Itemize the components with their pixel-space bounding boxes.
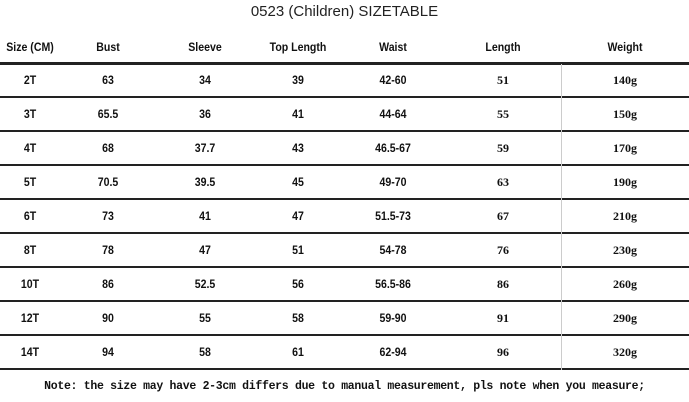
table-cell: 61 (292, 345, 304, 359)
table-cell: 47 (292, 209, 304, 223)
table-cell: 59-90 (379, 311, 407, 325)
table-cell: 54-78 (379, 243, 407, 257)
table-cell: 86 (102, 277, 114, 291)
table-cell: 36 (199, 107, 211, 121)
table-cell: 3T (23, 107, 37, 121)
table-cell: 55 (199, 311, 211, 325)
table-row: 10T 86 52.5 56 56.5-86 86 260g (0, 268, 689, 302)
table-cell: 63 (102, 73, 114, 87)
table-cell: 10T (20, 277, 40, 291)
table-cell: 41 (199, 209, 211, 223)
header-row: Size (CM) Bust Sleeve Top Length Waist Length… (0, 30, 689, 64)
table-row: 6T 73 41 47 51.5-73 67 210g (0, 200, 689, 234)
table-row: 12T 90 55 58 59-90 91 290g (0, 302, 689, 336)
table-cell: 39 (292, 73, 304, 87)
table-cell: 8T (23, 243, 37, 257)
table-cell: 210g (613, 209, 637, 223)
table-cell: 63 (497, 175, 509, 189)
table-cell: 320g (613, 345, 637, 359)
table-cell: 14T (20, 345, 40, 359)
table-cell: 52.5 (194, 277, 216, 291)
table-cell: 56 (292, 277, 304, 291)
table-cell: 49-70 (379, 175, 407, 189)
table-row: 14T 94 58 61 62-94 96 320g (0, 336, 689, 370)
table-cell: 86 (497, 277, 509, 291)
table-cell: 2T (23, 73, 37, 87)
table-row: 5T 70.5 39.5 45 49-70 63 190g (0, 166, 689, 200)
table-cell: 45 (292, 175, 304, 189)
table-cell: 91 (497, 311, 509, 325)
table-cell: 5T (23, 175, 37, 189)
table-cell: 51 (292, 243, 304, 257)
table-cell: 51.5-73 (375, 209, 411, 223)
note: Note: the size may have 2-3cm differs du… (44, 380, 645, 393)
table-cell: 44-64 (379, 107, 407, 121)
table-cell: 96 (497, 345, 509, 359)
table-cell: 12T (20, 311, 40, 325)
divider (0, 62, 689, 65)
table-cell: 170g (613, 141, 637, 155)
table-cell: 62-94 (379, 345, 407, 359)
table-row: 8T 78 47 51 54-78 76 230g (0, 234, 689, 268)
table-cell: 290g (613, 311, 637, 325)
table-cell: 58 (292, 311, 304, 325)
table-row: 2T 63 34 39 42-60 51 140g (0, 64, 689, 98)
table-cell: 39.5 (194, 175, 216, 189)
table-cell: 58 (199, 345, 211, 359)
table-cell: 73 (102, 209, 114, 223)
table-cell: 78 (102, 243, 114, 257)
column-header: Bust (96, 40, 120, 54)
table-cell: 65.5 (97, 107, 119, 121)
table-cell: 6T (23, 209, 37, 223)
table-cell: 56.5-86 (375, 277, 411, 291)
table-cell: 190g (613, 175, 637, 189)
table-cell: 150g (613, 107, 637, 121)
divider (561, 64, 562, 370)
table-row: 3T 65.5 36 41 44-64 55 150g (0, 98, 689, 132)
table-cell: 59 (497, 141, 509, 155)
column-header: Length (485, 40, 521, 54)
table-title: 0523 (Children) SIZETABLE (250, 3, 439, 20)
table-cell: 42-60 (379, 73, 407, 87)
column-header: Sleeve (188, 40, 222, 54)
table-cell: 68 (102, 141, 114, 155)
table-cell: 76 (497, 243, 509, 257)
table-cell: 4T (23, 141, 37, 155)
table-cell: 47 (199, 243, 211, 257)
table-cell: 46.5-67 (375, 141, 411, 155)
table-cell: 94 (102, 345, 114, 359)
table-cell: 67 (497, 209, 509, 223)
table-cell: 55 (497, 107, 509, 121)
table-cell: 43 (292, 141, 304, 155)
table-row: 4T 68 37.7 43 46.5-67 59 170g (0, 132, 689, 166)
table-cell: 230g (613, 243, 637, 257)
column-header: Waist (379, 40, 407, 54)
table-cell: 51 (497, 73, 509, 87)
column-header: Weight (607, 40, 643, 54)
table-cell: 41 (292, 107, 304, 121)
table-cell: 37.7 (194, 141, 216, 155)
table-cell: 90 (102, 311, 114, 325)
table-cell: 34 (199, 73, 211, 87)
column-header: Size (CM) (6, 40, 54, 54)
table-cell: 70.5 (97, 175, 119, 189)
column-header: Top Length (269, 40, 327, 54)
table-cell: 140g (613, 73, 637, 87)
table-cell: 260g (613, 277, 637, 291)
